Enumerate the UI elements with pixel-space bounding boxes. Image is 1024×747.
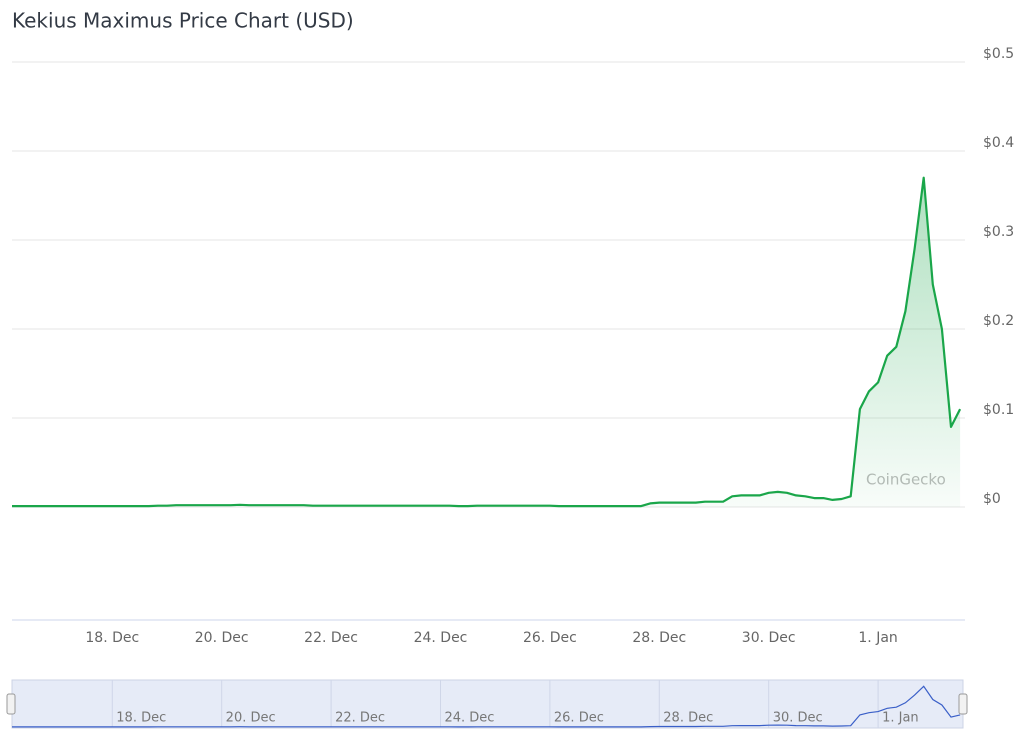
area bbox=[12, 177, 961, 507]
y-tick-label: $0.1 bbox=[983, 402, 1014, 418]
x-tick-label: 22. Dec bbox=[304, 630, 358, 646]
x-tick-label: 1. Jan bbox=[858, 630, 897, 646]
x-tick-label: 20. Dec bbox=[195, 630, 249, 646]
navigator-label: 26. Dec bbox=[554, 711, 604, 726]
navigator[interactable] bbox=[11, 679, 964, 729]
y-tick-label: $0.5 bbox=[983, 46, 1014, 62]
navigator-label: 22. Dec bbox=[335, 711, 385, 726]
chart-title: Kekius Maximus Price Chart (USD) bbox=[12, 9, 354, 33]
navigator-label: 18. Dec bbox=[116, 711, 166, 726]
x-tick-label: 28. Dec bbox=[632, 630, 686, 646]
x-tick-label: 24. Dec bbox=[414, 630, 468, 646]
navigator-label: 28. Dec bbox=[663, 711, 713, 726]
navigator-line bbox=[12, 685, 961, 728]
x-tick-label: 30. Dec bbox=[742, 630, 796, 646]
y-tick-label: $0.3 bbox=[983, 224, 1014, 240]
navigator-label: 20. Dec bbox=[226, 711, 276, 726]
navigator-label: 24. Dec bbox=[444, 711, 494, 726]
y-tick-label: $0.4 bbox=[983, 135, 1014, 151]
navigator-label: 1. Jan bbox=[882, 711, 919, 726]
y-tick-label: $0.2 bbox=[983, 313, 1014, 329]
y-tick-label: $0 bbox=[983, 491, 1001, 507]
navigator-handle[interactable] bbox=[958, 693, 968, 715]
x-tick-label: 26. Dec bbox=[523, 630, 577, 646]
price-line bbox=[12, 176, 962, 508]
navigator-label: 30. Dec bbox=[773, 711, 823, 726]
x-tick-label: 18. Dec bbox=[85, 630, 139, 646]
navigator-handle[interactable] bbox=[6, 693, 16, 715]
